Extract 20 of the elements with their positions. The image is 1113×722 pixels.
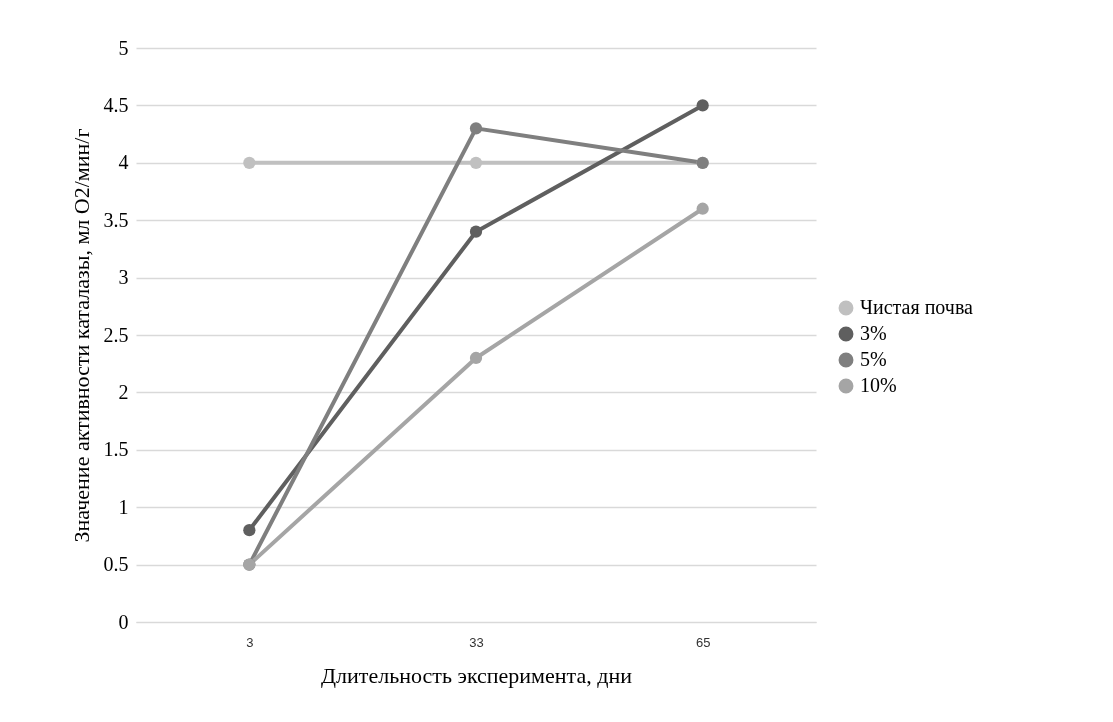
y-tick-label: 3.5 bbox=[103, 208, 129, 231]
legend-label: 3% bbox=[860, 322, 887, 344]
x-tick-label: 3 bbox=[246, 634, 254, 650]
y-tick-label: 5 bbox=[118, 36, 129, 59]
y-tick-label: 2.5 bbox=[103, 323, 129, 346]
y-tick-label: 4.5 bbox=[103, 93, 129, 116]
legend-label: 5% bbox=[860, 348, 887, 370]
y-tick-label: 4 bbox=[118, 151, 129, 174]
y-tick-label: 2 bbox=[118, 380, 129, 403]
legend-label: 10% bbox=[860, 374, 897, 396]
y-tick-label: 1 bbox=[118, 495, 129, 518]
x-axis-title: Длительность эксперимента, дни bbox=[321, 662, 633, 688]
x-tick-label: 33 bbox=[469, 634, 484, 650]
y-tick-label: 1.5 bbox=[103, 438, 129, 461]
y-tick-label: 3 bbox=[118, 266, 129, 289]
y-axis-title: Значение активности каталазы, мл O2/мин/г bbox=[68, 128, 94, 543]
y-tick-label: 0.5 bbox=[103, 553, 129, 576]
y-tick-label: 0 bbox=[118, 610, 129, 633]
x-tick-label: 65 bbox=[695, 634, 711, 650]
legend-label: Чистая почва bbox=[860, 296, 974, 318]
